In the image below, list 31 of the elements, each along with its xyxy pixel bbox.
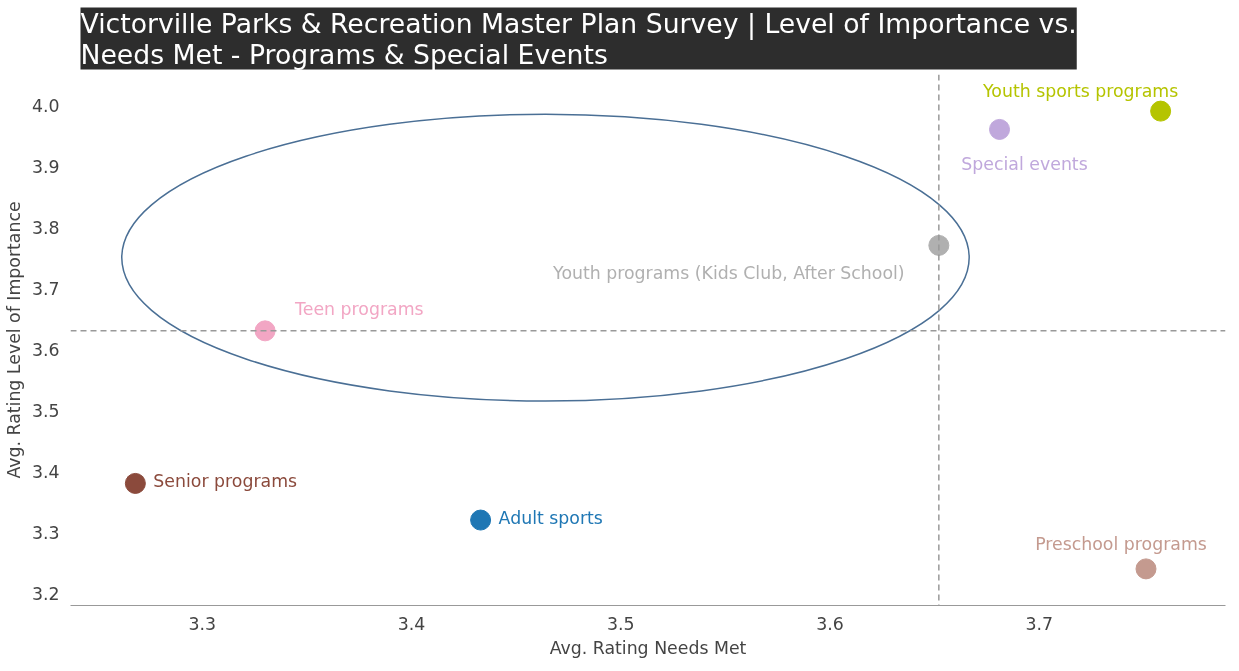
y-tick-label: 3.9	[31, 156, 60, 177]
chart-title: Victorville Parks & Recreation Master Plan Survey | Level of Importance vs. Needs Met - Programs & Special Events	[80, 7, 1077, 70]
x-tick-label: 3.4	[397, 613, 426, 634]
point	[989, 118, 1011, 140]
point	[470, 509, 492, 531]
y-tick-label: 3.3	[31, 522, 60, 543]
point	[928, 234, 950, 256]
y-tick-label: 3.2	[31, 583, 60, 604]
series-label: Special events	[961, 154, 1088, 175]
series-label: Teen programs	[294, 298, 424, 319]
series-label: Youth programs (Kids Club, After School)	[552, 263, 905, 284]
point	[1150, 100, 1172, 122]
x-axis-title: Avg. Rating Needs Met	[549, 637, 747, 658]
x-tick-label: 3.3	[188, 613, 217, 634]
y-tick-label: 3.8	[31, 217, 60, 238]
y-tick-label: 3.6	[31, 339, 60, 360]
series-label: Senior programs	[153, 471, 298, 492]
series-label: Preschool programs	[1035, 533, 1207, 554]
y-tick-label: 4.0	[31, 95, 60, 116]
x-tick-label: 3.5	[607, 613, 635, 634]
y-tick-label: 3.7	[31, 278, 60, 299]
series-label: Youth sports programs	[982, 81, 1179, 102]
x-tick-label: 3.7	[1025, 613, 1054, 634]
point	[254, 320, 276, 342]
x-tick-label: 3.6	[816, 613, 844, 634]
y-axis-title: Avg. Rating Level of Importance	[3, 201, 24, 479]
series-label: Adult sports	[498, 508, 603, 529]
y-tick-label: 3.4	[31, 461, 60, 482]
point	[1135, 558, 1157, 580]
point	[124, 472, 146, 494]
y-tick-label: 3.5	[31, 400, 60, 421]
